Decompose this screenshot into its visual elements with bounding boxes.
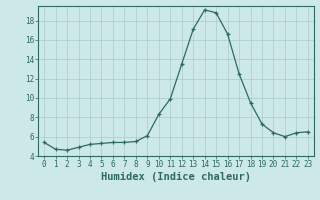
X-axis label: Humidex (Indice chaleur): Humidex (Indice chaleur) xyxy=(101,172,251,182)
